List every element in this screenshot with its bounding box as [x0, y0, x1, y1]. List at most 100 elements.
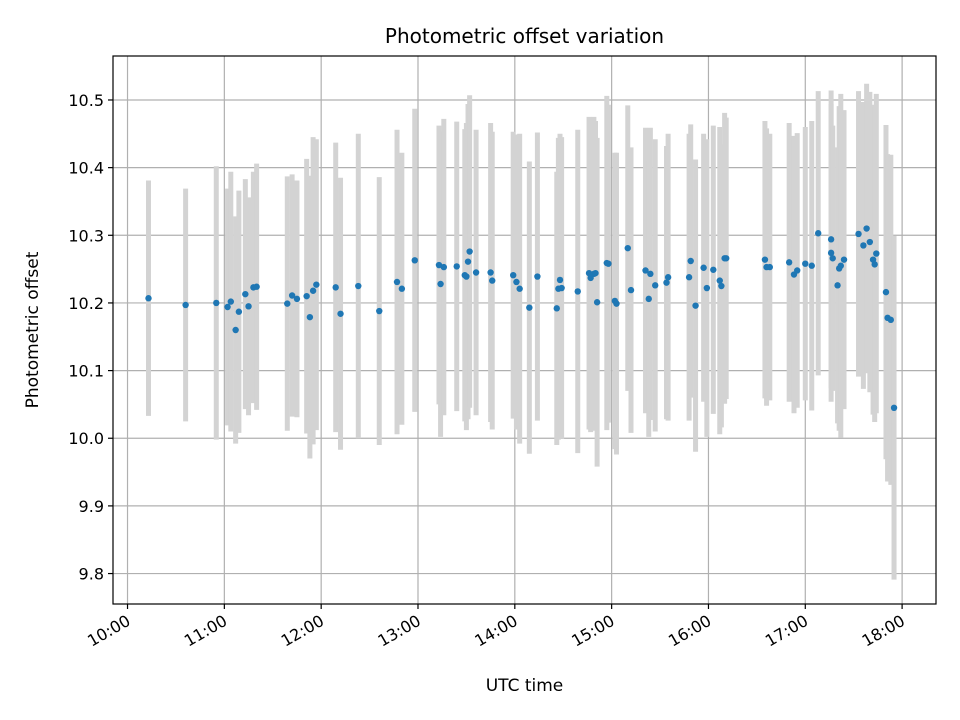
- data-point: [472, 269, 480, 276]
- data-point: [785, 259, 793, 266]
- data-point: [332, 284, 339, 291]
- y-tick-label: 9.9: [79, 497, 104, 516]
- plot-frame: [112, 55, 937, 605]
- data-point: [685, 274, 693, 281]
- data-point: [376, 307, 383, 315]
- data-point: [873, 250, 880, 257]
- data-point: [627, 286, 635, 294]
- data-point: [284, 300, 291, 307]
- data-point: [145, 295, 152, 302]
- data-point: [664, 274, 672, 281]
- data-point: [313, 281, 320, 288]
- data-point: [871, 261, 878, 268]
- x-axis-title: UTC time: [486, 676, 564, 696]
- data-point: [766, 263, 773, 271]
- data-point: [703, 284, 711, 292]
- data-point: [647, 270, 654, 278]
- data-point: [761, 256, 769, 263]
- y-tick-label: 10.0: [68, 429, 104, 448]
- data-point: [802, 260, 809, 267]
- data-point: [213, 299, 220, 307]
- y-tick-label: 10.5: [68, 91, 104, 110]
- y-tick-label: 10.1: [68, 362, 104, 381]
- data-point: [309, 287, 317, 294]
- data-point: [700, 264, 707, 271]
- data-point: [642, 267, 649, 274]
- data-point: [393, 278, 401, 286]
- data-point: [652, 282, 659, 289]
- y-tick-label: 10.3: [68, 226, 104, 245]
- data-point: [513, 278, 520, 286]
- data-point: [827, 236, 835, 243]
- chart-title: Photometric offset variation: [385, 24, 664, 48]
- data-point: [592, 269, 599, 277]
- data-point: [574, 288, 581, 295]
- data-point: [860, 242, 867, 249]
- data-point: [882, 288, 890, 296]
- data-point: [526, 304, 533, 311]
- data-point: [716, 277, 723, 284]
- data-point: [558, 284, 565, 292]
- data-point: [687, 257, 694, 265]
- data-point: [440, 263, 448, 271]
- data-point: [556, 276, 564, 284]
- y-tick-label: 9.8: [79, 565, 104, 584]
- data-point: [245, 303, 252, 310]
- data-point: [645, 295, 652, 303]
- y-axis: 9.8 9.9 10.0 10.1 10.2 10.3 10.4 10.5: [68, 91, 113, 584]
- data-point: [718, 282, 725, 290]
- data-point: [692, 302, 699, 309]
- y-tick-label: 10.2: [68, 294, 104, 313]
- data-point: [837, 262, 844, 269]
- data-point: [808, 262, 815, 269]
- data-point: [663, 279, 670, 286]
- y-tick-label: 10.4: [68, 159, 104, 178]
- data-point: [624, 244, 631, 252]
- data-point: [840, 256, 848, 263]
- data-point: [866, 238, 874, 246]
- data-point: [242, 290, 249, 298]
- data-point: [306, 313, 314, 321]
- data-point: [605, 260, 612, 267]
- data-point: [288, 292, 296, 299]
- data-point: [710, 266, 717, 273]
- data-point: [534, 273, 541, 280]
- data-point: [827, 249, 835, 257]
- data-point: [466, 248, 473, 255]
- data-point: [235, 308, 243, 315]
- data-point: [814, 230, 822, 237]
- data-point: [510, 272, 517, 279]
- data-point: [794, 267, 801, 274]
- data-point: [232, 326, 239, 334]
- data-points: [145, 225, 898, 412]
- data-point: [437, 280, 444, 288]
- data-point: [224, 303, 231, 311]
- data-point: [453, 263, 460, 270]
- data-point: [411, 257, 418, 264]
- data-point: [355, 282, 362, 290]
- data-point: [435, 261, 443, 269]
- data-point: [613, 300, 620, 307]
- data-point: [890, 404, 898, 412]
- data-point: [463, 273, 470, 280]
- data-point: [227, 298, 235, 305]
- y-axis-title: Photometric offset: [23, 251, 43, 408]
- data-point: [855, 230, 862, 238]
- data-point: [593, 299, 601, 306]
- data-point: [834, 282, 841, 289]
- data-point: [182, 301, 189, 309]
- data-point: [553, 305, 560, 312]
- data-point: [489, 277, 496, 284]
- data-point: [863, 225, 870, 232]
- data-point: [723, 255, 730, 262]
- data-point: [293, 295, 301, 303]
- data-point: [337, 310, 344, 317]
- data-point: [516, 285, 523, 292]
- data-point: [487, 269, 494, 276]
- data-point: [398, 285, 406, 292]
- data-point: [829, 255, 836, 262]
- data-point: [887, 316, 895, 324]
- data-point: [253, 283, 260, 290]
